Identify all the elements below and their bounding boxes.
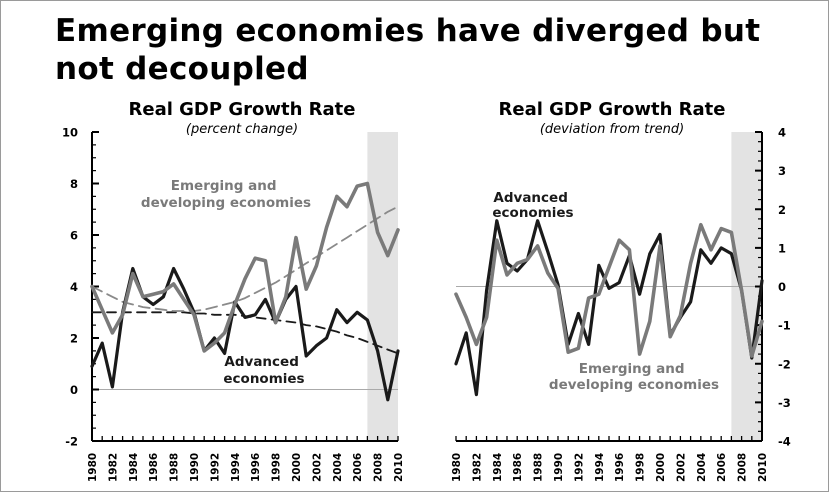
x-tick-label: 2000	[655, 453, 667, 482]
x-tick-label: 1992	[209, 453, 221, 482]
advanced-label-line-2: economies	[223, 371, 304, 387]
emerging-label-line-2: developing economies	[141, 195, 311, 211]
x-tick-label: 2002	[675, 453, 687, 482]
advanced-economies-label: Advanced economies	[223, 354, 304, 387]
chart-subtitle: (percent change)	[186, 122, 298, 137]
y-tick-label: 0	[70, 383, 78, 397]
emerging-and-developing-economies-line	[90, 181, 400, 353]
x-tick-label: 1982	[107, 453, 119, 482]
x-tick-label: 1988	[533, 453, 545, 482]
x-tick-label: 1992	[573, 453, 585, 482]
chart-deviation-from-trend: -4 -3 -2 -1 0 1 2 3 4 1980 1982 1984 1986 1988 1990 199…	[451, 99, 791, 482]
x-tick-label: 2004	[696, 453, 708, 482]
chart-axes: -4 -3 -2 -1 0 1 2 3 4 1980 1982 1984 1986 1988 1990 199…	[451, 126, 791, 483]
advanced-economies-label: Advanced economies	[492, 190, 573, 221]
chart-series	[90, 181, 400, 402]
y-tick-label: 6	[70, 229, 78, 243]
advanced-label-line-2: economies	[492, 205, 573, 221]
y-tick-label: 10	[62, 126, 78, 140]
chart-title: Real GDP Growth Rate	[129, 99, 356, 120]
advanced-economies-line	[454, 219, 764, 397]
x-tick-label: 1986	[148, 453, 160, 482]
emerging-and-developing-economies-trend-line	[91, 205, 399, 312]
x-tick-label: 1982	[471, 453, 483, 482]
chart-axes: -2 0 2 4 6 8 10 1980 1982 1984 1986 1988 1990 1992 199…	[62, 126, 405, 483]
emerging-label-line-1: Emerging and	[171, 178, 277, 194]
x-tick-label: 1996	[250, 453, 262, 482]
x-tick-label: 2006	[716, 453, 728, 482]
y-tick-label: -2	[778, 357, 791, 371]
y-tick-label: 8	[70, 177, 78, 191]
x-tick-label: 2004	[332, 453, 344, 482]
x-tick-label: 1994	[230, 453, 242, 482]
x-tick-label: 1988	[169, 453, 181, 482]
chart-title: Real GDP Growth Rate	[499, 99, 726, 120]
emerging-and-developing-economies-line	[454, 222, 764, 358]
emerging-label-line-2: developing economies	[549, 377, 719, 393]
y-tick-label: 3	[778, 164, 786, 178]
chart-subtitle: (deviation from trend)	[540, 122, 684, 137]
x-tick-label: 2006	[352, 453, 364, 482]
x-tick-label: 1994	[594, 453, 606, 482]
y-tick-label: 1	[778, 241, 786, 255]
x-tick-label: 1990	[553, 453, 565, 482]
chart-series	[454, 219, 764, 397]
advanced-label-line-1: Advanced	[493, 190, 567, 206]
emerging-economies-label: Emerging and developing economies	[549, 361, 719, 393]
emerging-label-line-1: Emerging and	[579, 361, 685, 377]
x-tick-label: 1998	[271, 453, 283, 482]
x-tick-label: 2008	[737, 453, 749, 482]
x-tick-label: 2010	[393, 453, 405, 482]
x-tick-label: 1984	[128, 453, 140, 482]
y-tick-label: -2	[65, 435, 78, 449]
x-tick-label: 1980	[451, 453, 463, 482]
x-tick-label: 1986	[512, 453, 524, 482]
y-tick-label: 4	[70, 280, 78, 294]
y-tick-label: 2	[70, 332, 78, 346]
x-tick-label: 2010	[757, 453, 769, 482]
x-tick-label: 2000	[291, 453, 303, 482]
x-tick-label: 1990	[189, 453, 201, 482]
x-tick-label: 2008	[373, 453, 385, 482]
x-tick-label: 1998	[635, 453, 647, 482]
advanced-label-line-1: Advanced	[224, 354, 298, 370]
x-tick-label: 2002	[311, 453, 323, 482]
y-tick-label: 4	[778, 126, 786, 140]
y-tick-label: 0	[778, 280, 786, 294]
x-tick-label: 1996	[614, 453, 626, 482]
forecast-shaded-region	[367, 132, 398, 441]
x-tick-label: 1984	[492, 453, 504, 482]
x-tick-label: 1980	[87, 453, 99, 482]
y-tick-label: -3	[778, 396, 791, 410]
y-tick-label: -1	[778, 319, 791, 333]
slide-headline: Emerging economies have diverged but not…	[55, 13, 761, 87]
y-tick-label: -4	[778, 435, 791, 449]
emerging-economies-label: Emerging and developing economies	[141, 178, 311, 211]
chart-percent-change: -2 0 2 4 6 8 10 1980 1982 1984 1986 1988 1990 1992 199…	[62, 99, 405, 482]
y-tick-label: 2	[778, 203, 786, 217]
